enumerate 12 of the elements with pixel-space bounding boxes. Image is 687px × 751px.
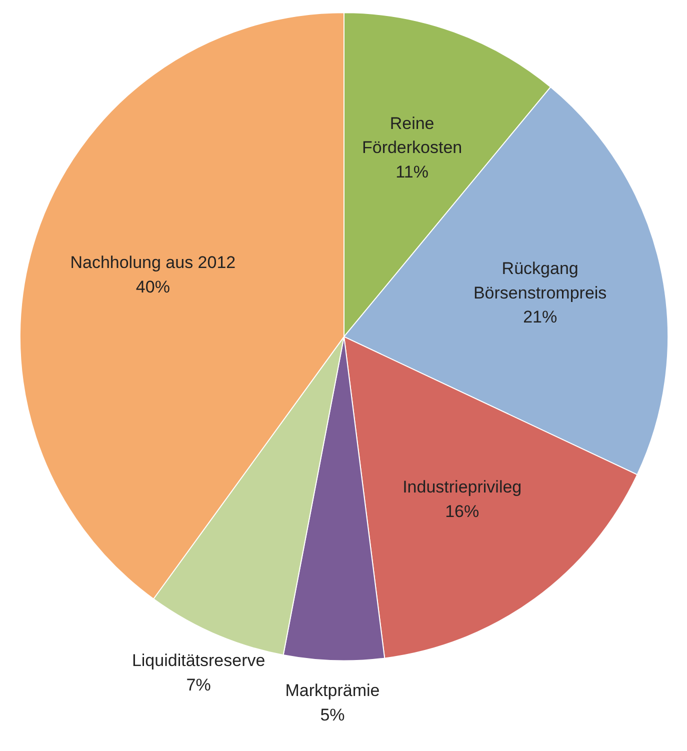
slice-label: Rückgang Börsenstrompreis (473, 259, 607, 302)
slice-label: Marktprämie (285, 681, 380, 700)
slice-label: Industrieprivileg (402, 478, 522, 497)
data-label: 11% (396, 162, 428, 182)
data-label: 21% (523, 308, 558, 327)
data-label: 16% (445, 502, 480, 521)
slice-label: Reine Förderkosten (362, 114, 462, 158)
slice-label: Nachholung aus 2012 (70, 252, 236, 272)
data-label: 5% (320, 705, 345, 724)
data-label: 7% (186, 675, 211, 694)
slice-label: Liquiditätsreserve (132, 651, 266, 670)
data-label: 40% (136, 277, 170, 296)
